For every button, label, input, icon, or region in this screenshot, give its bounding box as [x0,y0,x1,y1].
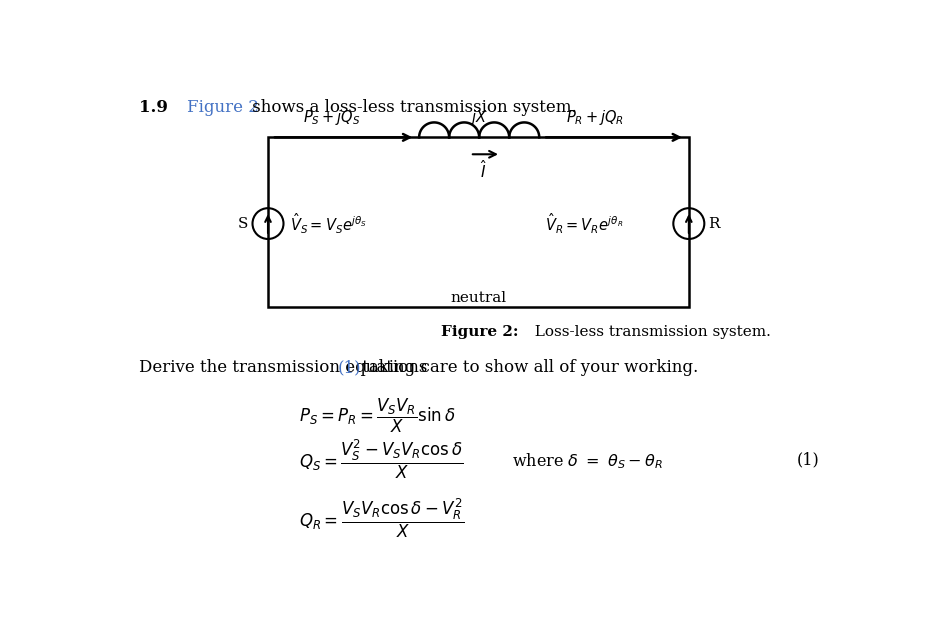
Bar [268,137,689,307]
Text: (1): (1) [797,451,819,468]
Text: R: R [708,216,719,231]
Text: taking care to show all of your working.: taking care to show all of your working. [357,359,698,376]
Text: shows a loss-less transmission system.: shows a loss-less transmission system. [247,99,577,116]
Text: 1.9: 1.9 [138,99,167,116]
Text: where $\delta\ =\ \theta_S - \theta_R$: where $\delta\ =\ \theta_S - \theta_R$ [512,451,663,471]
Text: $P_S = P_R = \dfrac{V_S V_R}{X}\sin\delta$: $P_S = P_R = \dfrac{V_S V_R}{X}\sin\delt… [299,397,455,435]
Text: neutral: neutral [451,290,507,305]
Text: $P_S+jQ_S$: $P_S+jQ_S$ [303,108,360,127]
Text: S: S [238,216,249,231]
Text: $P_R+jQ_R$: $P_R+jQ_R$ [567,108,625,127]
Text: Derive the transmission equations: Derive the transmission equations [138,359,432,376]
Text: (1): (1) [338,359,361,376]
Text: $\hat{V}_S = V_S e^{j\theta_S}$: $\hat{V}_S = V_S e^{j\theta_S}$ [290,211,367,236]
Text: $Q_S = \dfrac{V_S^2 - V_S V_R \cos\delta}{X}$: $Q_S = \dfrac{V_S^2 - V_S V_R \cos\delta… [299,438,464,481]
Text: $Q_R = \dfrac{V_S V_R \cos\delta - V_R^2}{X}$: $Q_R = \dfrac{V_S V_R \cos\delta - V_R^2… [299,497,464,540]
Text: $\hat{I}$: $\hat{I}$ [480,159,486,181]
Text: $jX$: $jX$ [470,108,488,127]
Text: Figure 2: Figure 2 [187,99,258,116]
Text: Loss-less transmission system.: Loss-less transmission system. [525,325,770,339]
Text: Figure 2:: Figure 2: [440,325,518,339]
Text: $\hat{V}_R = V_R e^{j\theta_R}$: $\hat{V}_R = V_R e^{j\theta_R}$ [545,211,624,236]
